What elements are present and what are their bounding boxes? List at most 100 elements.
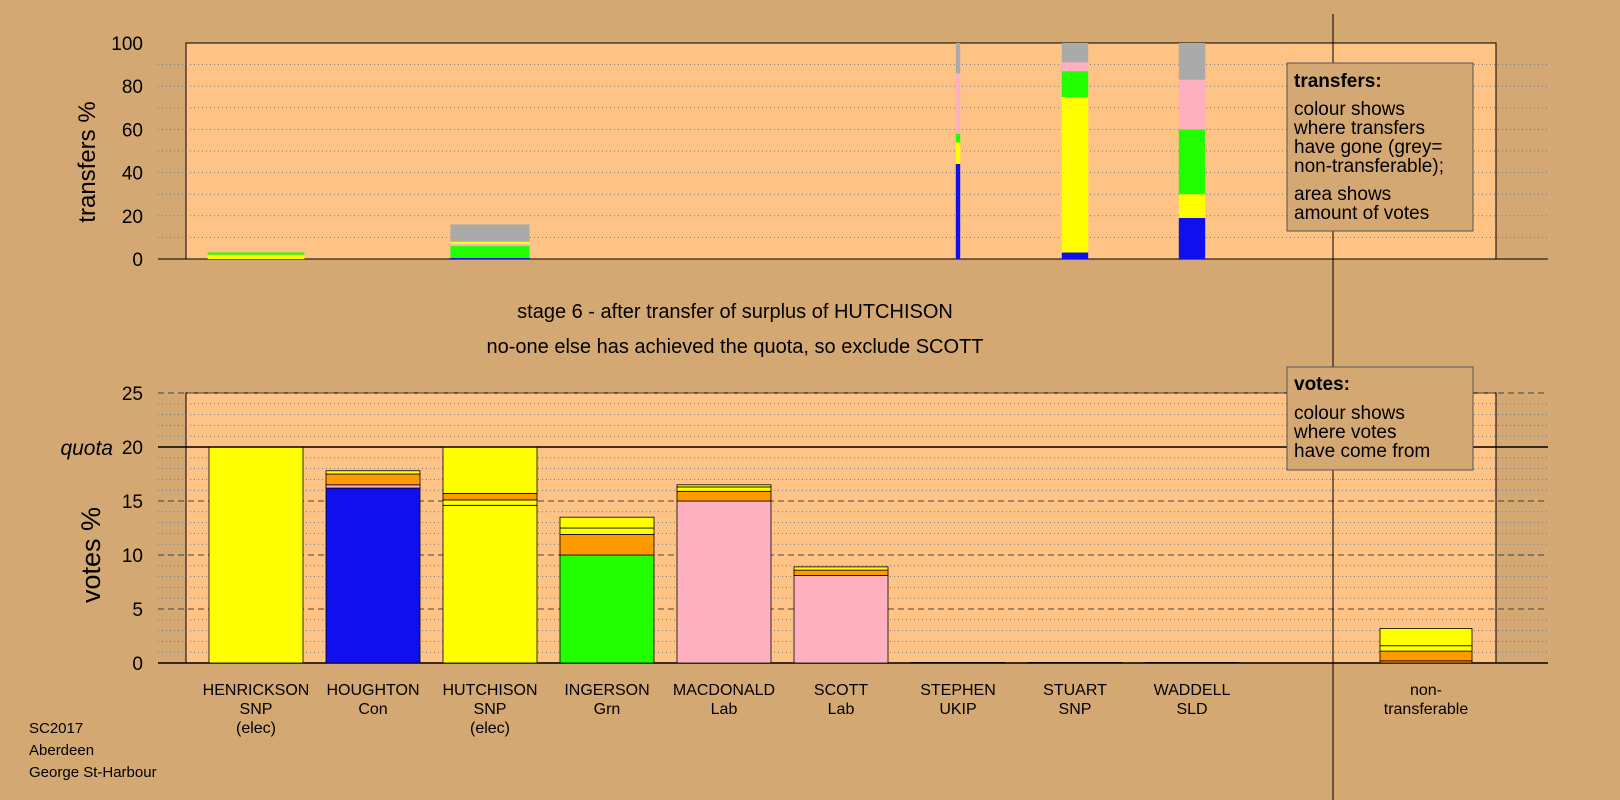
- transfer-segment-stephen: [955, 133, 961, 143]
- votes-legend-line-3: have come from: [1294, 441, 1430, 462]
- votes-y-tick: 5: [132, 600, 143, 621]
- candidate-party: Grn: [594, 701, 621, 718]
- candidate-labels: HENRICKSON SNP (elec) HOUGHTON Con HUTCHISON S…: [203, 682, 1231, 737]
- candidate-name: HOUGHTON: [326, 682, 419, 699]
- vote-segment-scott: [793, 575, 889, 664]
- vote-segment-houghton: [325, 487, 421, 664]
- transfer-segment-stephen: [955, 163, 961, 259]
- candidate-party: SNP: [474, 701, 507, 718]
- transfer-segment-hutchison: [450, 241, 530, 244]
- transfers-y-tick: 40: [122, 164, 143, 185]
- footer-ward: George St-Harbour: [29, 764, 157, 781]
- stage-action: no-one else has achieved the quota, so e…: [487, 336, 984, 358]
- footer-election: SC2017: [29, 720, 83, 737]
- vote-segment-macdonald: [676, 490, 772, 502]
- candidate-name: MACDONALD: [673, 682, 775, 699]
- nontransferable-label-line-2: transferable: [1384, 701, 1469, 718]
- votes-bars: [208, 446, 1473, 664]
- vote-segment-non-transferable: [1379, 645, 1473, 652]
- transfers-legend: transfers: colour shows where transfers …: [1286, 62, 1474, 232]
- transfers-legend-box: [1286, 62, 1474, 232]
- votes-y-tick: 25: [122, 384, 143, 405]
- candidate-party: Lab: [828, 701, 855, 718]
- transfer-segment-waddell: [1178, 43, 1206, 80]
- transfers-y-tick: 60: [122, 120, 143, 141]
- candidate-name: STUART: [1043, 682, 1107, 699]
- transfers-legend-title: transfers:: [1294, 71, 1382, 92]
- votes-y-tick: 15: [122, 492, 143, 513]
- votes-y-ticks: 0 5 10 15 20 25: [122, 384, 143, 675]
- transfer-segment-henrickson: [207, 252, 305, 255]
- vote-segment-macdonald: [676, 486, 772, 492]
- vote-segment-ingerson: [559, 534, 655, 556]
- transfer-segment-stuart: [1061, 43, 1089, 63]
- transfer-segment-stephen: [955, 142, 961, 164]
- votes-y-tick: 10: [122, 546, 143, 567]
- vote-segment-ingerson: [559, 527, 655, 535]
- votes-legend: votes: colour shows where votes have com…: [1286, 366, 1474, 471]
- transfers-y-tick: 0: [132, 250, 143, 271]
- vote-segment-scott: [793, 566, 889, 571]
- vote-segment-waddell: [1144, 662, 1240, 664]
- transfer-segment-stuart: [1061, 252, 1089, 259]
- candidate-name: WADDELL: [1154, 682, 1231, 699]
- votes-y-tick: 20: [122, 438, 143, 459]
- transfers-grid: [158, 64, 1548, 260]
- vote-segment-ingerson: [559, 554, 655, 664]
- vote-segment-henrickson: [208, 446, 304, 664]
- candidate-status: (elec): [236, 720, 276, 737]
- transfers-legend-line-6: amount of votes: [1294, 203, 1429, 224]
- candidate-name: HUTCHISON: [442, 682, 537, 699]
- transfer-segment-hutchison: [450, 246, 530, 258]
- stage-title: stage 6 - after transfer of surplus of H…: [517, 301, 953, 323]
- vote-segment-hutchison: [442, 504, 538, 664]
- quota-label: quota: [60, 437, 113, 460]
- vote-segment-stuart: [1027, 662, 1123, 664]
- candidate-party: Con: [358, 701, 387, 718]
- vote-segment-non-transferable: [1379, 650, 1473, 662]
- transfers-y-tick: 80: [122, 77, 143, 98]
- candidate-party: SNP: [1059, 701, 1092, 718]
- candidate-name: INGERSON: [564, 682, 649, 699]
- transfer-segment-hutchison: [450, 224, 530, 242]
- vote-segment-macdonald: [676, 500, 772, 664]
- transfers-legend-line-2: where transfers: [1293, 118, 1425, 139]
- vote-segment-ingerson: [559, 516, 655, 529]
- transfers-y-axis-label: transfers %: [74, 101, 101, 222]
- candidate-party: Lab: [711, 701, 738, 718]
- transfer-segment-stephen: [955, 43, 961, 74]
- nontransferable-label-line-1: non-: [1410, 682, 1442, 699]
- votes-y-axis-label: votes %: [76, 507, 106, 603]
- votes-legend-line-1: colour shows: [1294, 403, 1405, 424]
- transfer-segment-waddell: [1178, 129, 1206, 195]
- transfer-segment-henrickson: [207, 254, 305, 259]
- vote-segment-houghton: [325, 470, 421, 475]
- votes-legend-line-2: where votes: [1293, 422, 1396, 443]
- transfers-legend-line-1: colour shows: [1294, 99, 1405, 120]
- vote-segment-non-transferable: [1379, 628, 1473, 647]
- transfers-legend-line-5: area shows: [1294, 184, 1391, 205]
- transfer-segment-hutchison: [450, 243, 530, 247]
- votes-legend-title: votes:: [1294, 374, 1350, 395]
- transfer-segment-stuart: [1061, 62, 1089, 72]
- vote-segment-scott: [793, 569, 889, 576]
- transfer-segment-hutchison: [450, 257, 530, 259]
- candidate-party: SLD: [1176, 701, 1207, 718]
- transfers-legend-line-4: non-transferable);: [1294, 156, 1444, 177]
- candidate-name: HENRICKSON: [203, 682, 310, 699]
- votes-y-tick: 0: [132, 654, 143, 675]
- candidate-party: UKIP: [939, 701, 976, 718]
- transfers-y-tick: 20: [122, 207, 143, 228]
- candidate-party: SNP: [240, 701, 273, 718]
- transfers-legend-line-3: have gone (grey=: [1294, 137, 1442, 158]
- footer-council: Aberdeen: [29, 742, 94, 759]
- transfers-plot-area: [185, 42, 1497, 260]
- transfers-y-ticks: 0 20 40 60 80 100: [111, 34, 143, 271]
- transfers-bars: [207, 43, 1206, 259]
- transfer-segment-stuart: [1061, 71, 1089, 97]
- candidate-name: STEPHEN: [920, 682, 996, 699]
- transfer-segment-waddell: [1178, 194, 1206, 218]
- transfer-segment-stephen: [955, 73, 961, 134]
- transfer-segment-stuart: [1061, 97, 1089, 253]
